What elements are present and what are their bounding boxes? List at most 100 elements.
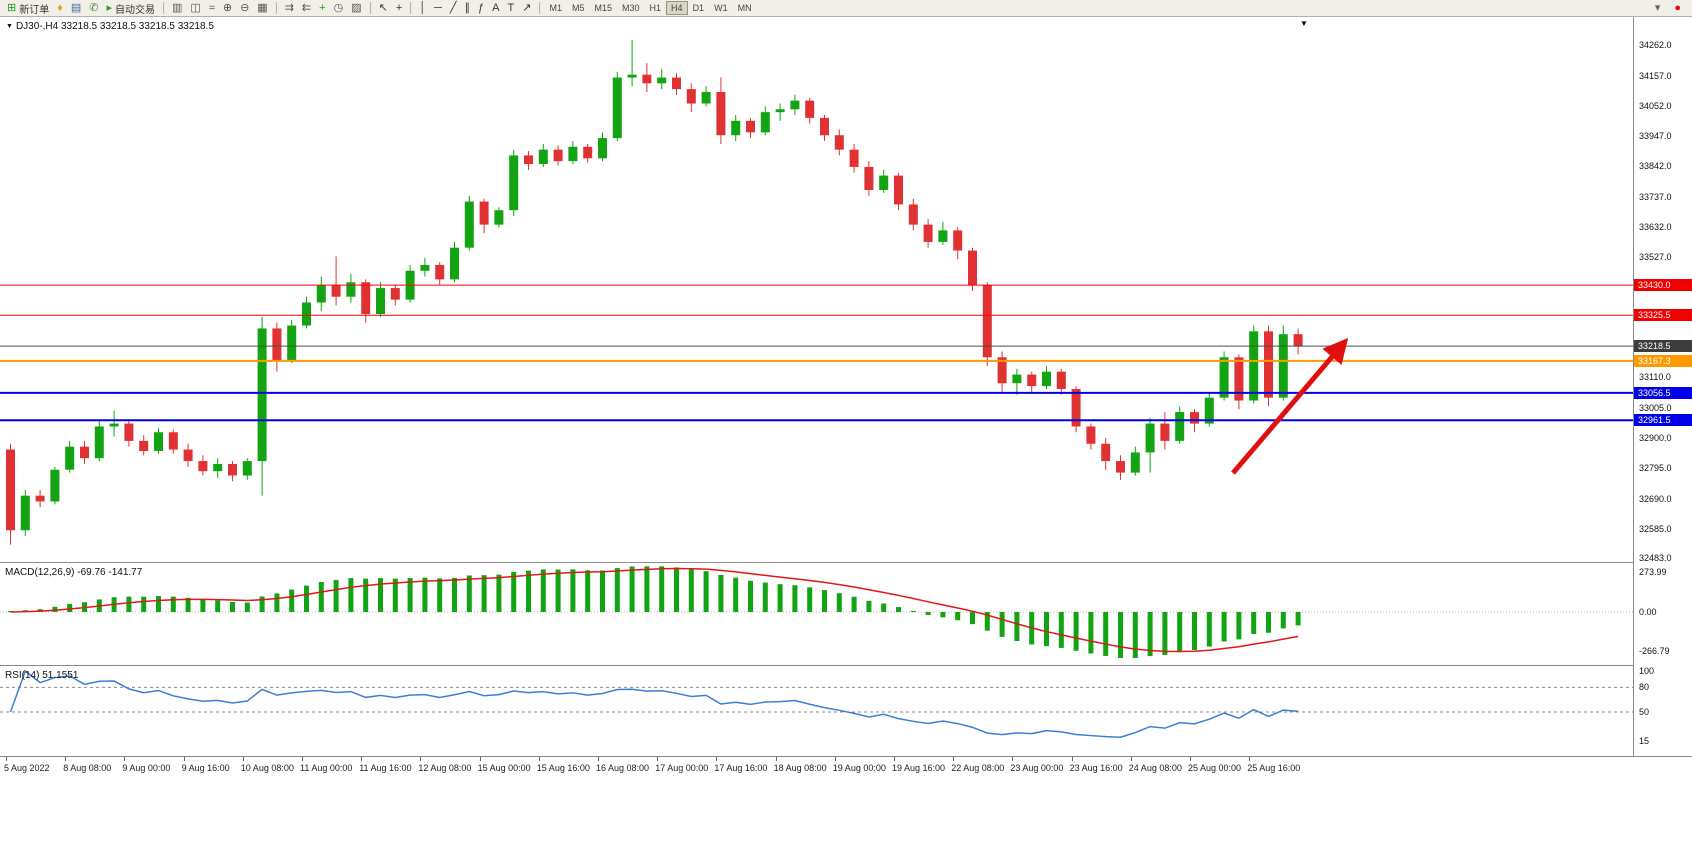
toolbar-separator [163,2,164,14]
price-axis[interactable]: 34262.0 34157.0 34052.0 33947.0 33842.0 33737… [1633,17,1692,756]
macd-histogram-bar [67,603,73,612]
candle-body [316,285,326,303]
candle-body [790,100,800,110]
main-chart-canvas[interactable] [0,17,1633,562]
macd-histogram-bar [585,570,591,612]
timeframe-w1-button[interactable]: W1 [709,1,733,15]
time-tick [953,757,955,761]
pane-separator [0,756,1692,757]
macd-canvas[interactable] [0,563,1633,665]
price-tick: 33842.0 [1639,161,1672,172]
time-tick [598,757,599,761]
trendline-button[interactable]: ╱ [446,1,461,16]
chart-title: ▼ DJ30-,H4 33218.5 33218.5 33218.5 33218.… [6,21,214,32]
pane-separator[interactable] [0,665,1692,666]
sound-alert-button[interactable]: ♦ [53,1,67,16]
candle-body [509,155,519,211]
candlestick-chart-button[interactable]: ◫ [186,1,204,16]
text-button[interactable]: A [488,1,503,16]
market-watch-button[interactable]: ▤ [67,1,85,16]
text-label-button[interactable]: T [504,1,519,16]
crosshair-button[interactable]: + [392,1,406,16]
add-indicator-button[interactable]: + [315,1,329,16]
time-tick [834,757,836,761]
rsi-canvas[interactable] [0,666,1633,756]
timeframe-m1-button[interactable]: M1 [544,1,567,15]
tile-windows-button[interactable]: ▦ [253,1,271,16]
templates-button[interactable]: ▨ [347,1,365,16]
fibonacci-icon: ƒ [478,1,485,14]
timeframe-h4-button[interactable]: H4 [666,1,688,15]
time-label: 5 Aug 2022 [4,763,50,773]
navigator-button[interactable]: ✆ [85,1,102,16]
price-tick: 33632.0 [1639,221,1672,232]
timeframe-m15-button[interactable]: M15 [590,1,618,15]
periods-button[interactable]: ◷ [330,1,348,16]
arrows-button[interactable]: ↗ [518,1,535,16]
navigator-icon: ✆ [89,1,99,14]
zoom-in-button[interactable]: ⊕ [219,1,236,16]
macd-histogram-bar [733,577,739,612]
auto-trading-label: 自动交易 [115,4,155,16]
candle-body [6,449,15,531]
sound-alert-icon: ♦ [57,1,63,14]
timeframe-mn-button[interactable]: MN [733,1,757,15]
new-order-button[interactable]: ⊞ 新订单 [3,1,53,16]
bar-chart-icon: ▥ [172,1,183,14]
time-label: 9 Aug 00:00 [122,763,171,773]
notification-button[interactable]: ● [1670,1,1685,16]
candle-body [257,328,267,462]
macd-histogram-bar [333,580,339,612]
macd-histogram-bar [1014,612,1020,642]
macd-histogram-bar [999,612,1005,637]
bar-chart-button[interactable]: ▥ [168,1,186,16]
cursor-button[interactable]: ↖ [375,1,392,16]
macd-histogram-bar [348,578,354,612]
line-chart-button[interactable]: ≈ [205,1,219,16]
candle-body [1219,357,1229,398]
timeframe-h1-button[interactable]: H1 [645,1,667,15]
trend-arrow-object[interactable] [1231,337,1349,475]
chart-ohlc-readout: DJ30-,H4 33218.5 33218.5 33218.5 33218.5 [15,21,214,32]
rsi-scale-label: 50 [1639,707,1650,717]
cursor-icon: ↖ [378,1,388,14]
timeframe-d1-button[interactable]: D1 [688,1,710,15]
candle-body [1056,371,1066,389]
timeframe-m30-button[interactable]: M30 [617,1,645,15]
macd-histogram-bar [659,566,665,612]
time-axis[interactable]: 5 Aug 2022 8 Aug 08:00 9 Aug 00:00 9 Aug 16… [0,757,1633,781]
candle-body [213,463,223,472]
auto-trading-button[interactable]: ▸ 自动交易 [102,1,159,16]
candle-body [598,138,607,159]
time-tick [657,757,659,761]
time-tick [1071,757,1073,761]
candle-body [479,201,489,225]
pane-separator[interactable] [0,562,1692,563]
macd-histogram-bar [526,570,531,612]
timeframe-m5-button[interactable]: M5 [567,1,590,15]
fibonacci-button[interactable]: ƒ [474,1,488,16]
candle-body [1012,374,1022,384]
time-label: 23 Aug 00:00 [1010,763,1064,773]
price-tick: 33527.0 [1639,252,1672,263]
macd-histogram-bar [600,570,605,612]
candle-body [1116,461,1125,473]
horizontal-line-button[interactable]: ─ [430,1,446,16]
candle-body [1278,334,1288,398]
rsi-scale-label: 100 [1639,666,1655,676]
collapse-icon[interactable]: ▼ [6,23,13,30]
equidistant-channel-button[interactable]: ∥ [461,1,475,16]
chart-shift-button[interactable]: ⇇ [298,1,315,16]
line-chart-icon: ≈ [208,1,215,14]
candle-body [376,288,385,315]
scale-dropdown-button[interactable]: ▾ [1651,1,1665,16]
time-label: 10 Aug 08:00 [240,763,294,773]
auto-scroll-button[interactable]: ⇉ [281,1,298,16]
candle-body [183,449,193,462]
macd-histogram-bar [940,612,946,618]
vertical-line-button[interactable]: │ [415,1,430,16]
zoom-out-button[interactable]: ⊖ [236,1,253,16]
zoom-in-icon: ⊕ [222,1,233,14]
macd-histogram-bar [881,603,887,612]
macd-histogram-bar [437,578,443,612]
